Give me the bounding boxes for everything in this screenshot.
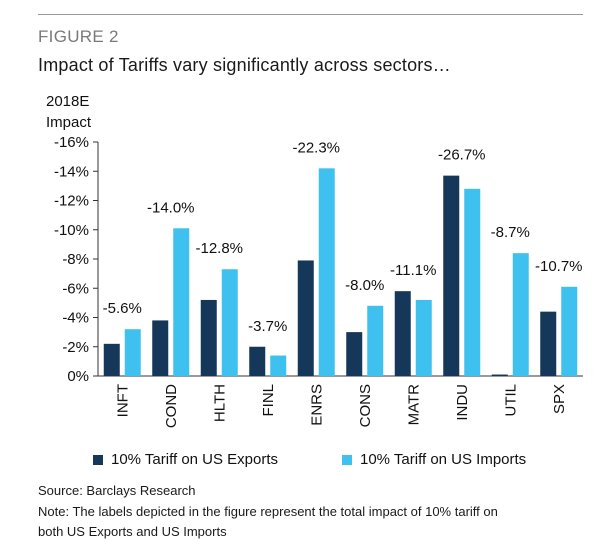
total-impact-label: -22.3% bbox=[292, 139, 340, 156]
total-impact-label: -5.6% bbox=[103, 300, 142, 317]
x-category-label: CONS bbox=[357, 384, 374, 427]
bar-exports bbox=[152, 320, 169, 376]
footnote-line1: Note: The labels depicted in the figure … bbox=[38, 504, 498, 519]
total-impact-label: -8.0% bbox=[345, 277, 384, 294]
y-tick-label: -10% bbox=[54, 222, 89, 239]
total-impact-label: -11.1% bbox=[390, 262, 436, 279]
bar-imports bbox=[124, 329, 141, 376]
footnote-line2: both US Exports and US Imports bbox=[38, 524, 227, 539]
bar-imports bbox=[270, 355, 287, 376]
bar-imports bbox=[561, 286, 578, 376]
x-category-label: FINL bbox=[260, 384, 277, 417]
total-impact-label: -14.0% bbox=[147, 199, 195, 216]
y-tick-label: -14% bbox=[54, 163, 89, 180]
x-category-label: SPX bbox=[551, 384, 568, 414]
bar-exports bbox=[249, 346, 266, 376]
bar-exports bbox=[297, 260, 314, 376]
bar-imports bbox=[173, 228, 190, 376]
y-tick-label: -12% bbox=[54, 193, 89, 210]
source-note: Source: Barclays Research bbox=[38, 483, 196, 498]
bar-imports bbox=[221, 269, 238, 376]
bar-imports bbox=[464, 188, 481, 376]
x-category-label: INDU bbox=[454, 384, 471, 421]
total-impact-label: -8.7% bbox=[491, 224, 530, 241]
total-impact-label: -26.7% bbox=[438, 147, 486, 164]
bar-exports bbox=[103, 343, 120, 376]
total-impact-label: -3.7% bbox=[248, 318, 287, 335]
bar-chart: 0% -2% -4% -6% -8% -10% -12% -14% -16% -5.6% INFT -… bbox=[54, 134, 583, 428]
legend-swatch-exports bbox=[93, 454, 103, 465]
y-tick-label: -6% bbox=[62, 280, 89, 297]
bar-exports bbox=[443, 175, 460, 376]
bar-exports bbox=[346, 332, 363, 376]
bar-imports bbox=[367, 305, 384, 376]
x-category-label: INFT bbox=[114, 384, 131, 417]
legend-item-exports: 10% Tariff on US Exports bbox=[93, 451, 278, 468]
bar-exports bbox=[394, 291, 411, 376]
figure-label: FIGURE 2 bbox=[38, 27, 119, 46]
x-category-label: UTIL bbox=[502, 384, 519, 417]
bar-imports bbox=[512, 253, 529, 376]
top-rule bbox=[38, 14, 583, 15]
x-category-label: HLTH bbox=[211, 384, 228, 422]
legend-swatch-imports bbox=[342, 454, 352, 465]
bar-exports bbox=[491, 374, 508, 376]
chart-title: Impact of Tariffs vary significantly acr… bbox=[38, 55, 451, 75]
legend-label-exports: 10% Tariff on US Exports bbox=[111, 451, 279, 468]
bar-imports bbox=[415, 299, 432, 376]
y-tick-label: -8% bbox=[62, 251, 89, 268]
x-category-label: COND bbox=[163, 384, 180, 428]
legend-item-imports: 10% Tariff on US Imports bbox=[342, 451, 526, 468]
x-category-label: MATR bbox=[405, 384, 422, 426]
legend: 10% Tariff on US Exports 10% Tariff on U… bbox=[0, 451, 600, 471]
bar-exports bbox=[540, 311, 557, 376]
y-tick-label: -4% bbox=[62, 310, 89, 327]
y-axis-label-line2: Impact bbox=[46, 114, 92, 131]
y-tick-label: -2% bbox=[62, 339, 89, 356]
legend-label-imports: 10% Tariff on US Imports bbox=[360, 451, 527, 468]
y-tick-label: 0% bbox=[67, 368, 89, 385]
bar-exports bbox=[200, 299, 217, 376]
y-axis-label-line1: 2018E bbox=[46, 93, 90, 110]
total-impact-label: -10.7% bbox=[535, 258, 583, 275]
x-category-label: ENRS bbox=[308, 384, 325, 426]
total-impact-label: -12.8% bbox=[195, 240, 243, 257]
bar-imports bbox=[318, 168, 335, 376]
y-tick-label: -16% bbox=[54, 134, 89, 151]
